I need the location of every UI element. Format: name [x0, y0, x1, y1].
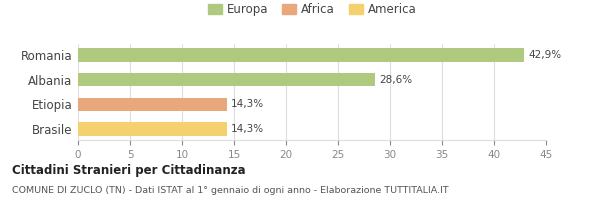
Bar [78, 48, 524, 62]
Bar [78, 122, 227, 136]
Text: 28,6%: 28,6% [380, 75, 413, 85]
Text: 14,3%: 14,3% [231, 99, 264, 109]
Bar [78, 98, 227, 111]
Text: 14,3%: 14,3% [231, 124, 264, 134]
Text: Cittadini Stranieri per Cittadinanza: Cittadini Stranieri per Cittadinanza [12, 164, 245, 177]
Text: COMUNE DI ZUCLO (TN) - Dati ISTAT al 1° gennaio di ogni anno - Elaborazione TUTT: COMUNE DI ZUCLO (TN) - Dati ISTAT al 1° … [12, 186, 449, 195]
Bar [78, 73, 376, 86]
Text: 42,9%: 42,9% [529, 50, 562, 60]
Legend: Europa, Africa, America: Europa, Africa, America [203, 0, 421, 21]
